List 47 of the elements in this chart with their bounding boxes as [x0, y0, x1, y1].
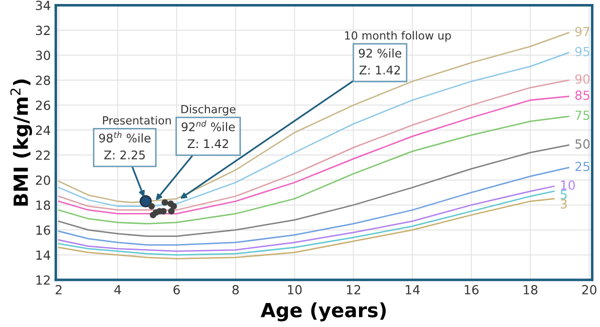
- point: [168, 208, 175, 214]
- x-tick-label: 6: [174, 284, 180, 294]
- series-label: 5: [560, 190, 567, 200]
- annotation: Presentation: [103, 116, 171, 125]
- series-label: 97: [575, 26, 590, 36]
- x-tick-label: 14: [406, 285, 420, 294]
- y-tick-label: 34: [36, 0, 50, 10]
- y-axis-title: BMI (kg/m$^{2}$): [10, 80, 32, 206]
- y-tick-label: 22: [36, 150, 50, 160]
- series-label: 25: [575, 162, 590, 172]
- point: [140, 195, 152, 208]
- y-tick-label: 18: [36, 200, 50, 210]
- x-tick-label: 10: [288, 284, 302, 294]
- series-label: 95: [575, 46, 590, 56]
- x-tick-label: 16: [464, 284, 479, 294]
- series-label: 10: [561, 180, 575, 190]
- line-series: [58, 198, 555, 260]
- series-label: 3: [560, 199, 567, 209]
- x-axis-title: Age (years): [260, 302, 386, 322]
- y-tick-label: 24: [36, 126, 50, 135]
- y-tick-label: 32: [36, 26, 50, 36]
- x-tick-label: 20: [582, 284, 596, 294]
- x-tick-label: 4: [114, 285, 121, 294]
- point: [170, 202, 177, 210]
- y-tick-label: 28: [36, 76, 50, 86]
- point: [148, 202, 155, 210]
- y-tick-label: 14: [36, 250, 50, 260]
- annotation: 10 month follow up: [345, 31, 451, 42]
- annotation: 92 %ile Z: 1.42: [358, 48, 402, 74]
- annotation: Discharge: [181, 104, 236, 116]
- y-tick-label: 20: [36, 176, 50, 185]
- series-label: 50: [575, 139, 590, 149]
- series-label: 75: [576, 110, 590, 120]
- series-label: 90: [575, 74, 590, 84]
- annotation: 98$^{th}$ %ile Z: 2.25: [99, 132, 150, 160]
- x-tick-label: 8: [232, 284, 239, 294]
- y-tick-label: 16: [36, 225, 50, 235]
- series-label: 85: [575, 90, 590, 100]
- x-tick-label: 12: [346, 284, 360, 294]
- point: [160, 208, 167, 214]
- y-tick-label: 26: [36, 100, 50, 110]
- x-tick-label: 18: [524, 284, 538, 294]
- y-tick-label: 30: [36, 50, 50, 60]
- annotation: 92$^{nd}$ %ile Z: 1.42: [182, 120, 235, 148]
- y-tick-label: 12: [36, 275, 50, 285]
- point: [162, 199, 168, 206]
- x-tick-label: 2: [56, 284, 62, 294]
